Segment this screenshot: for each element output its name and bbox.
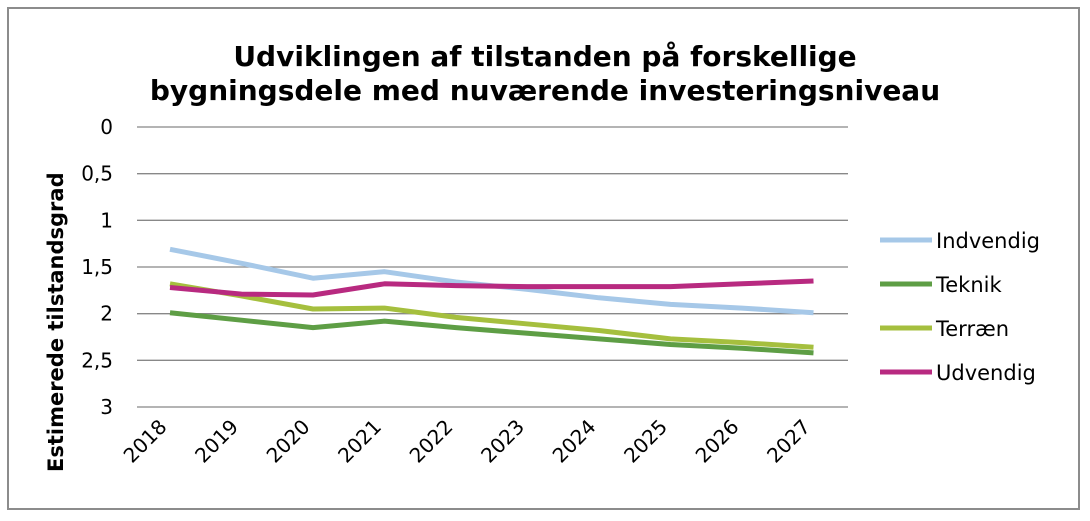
legend: Indvendig Teknik Terræn Udvendig [880, 229, 1040, 385]
series-lines [169, 246, 814, 356]
chart-title-line-2: bygningsdele med nuværende investeringsn… [149, 74, 941, 107]
series-line [169, 281, 814, 350]
y-axis-label: Estimerede tilstandsgrad [44, 172, 68, 472]
y-tick-labels: 0 0,5 1 1,5 2 2,5 3 [81, 115, 113, 419]
x-tick-label: 2021 [333, 415, 386, 468]
x-tick-label: 2018 [119, 415, 172, 468]
y-tick-label: 2 [100, 302, 113, 326]
gridlines [137, 126, 848, 408]
legend-label: Indvendig [936, 229, 1040, 253]
y-tick-label: 1,5 [81, 255, 113, 279]
x-tick-labels: 2018 2019 2020 2021 2022 2023 2024 2025 2026 2027 [119, 415, 815, 468]
x-tick-label: 2025 [619, 415, 672, 468]
y-tick-label: 2,5 [81, 348, 113, 372]
chart-title-line-1: Udviklingen af tilstanden på forskellige [233, 40, 857, 73]
legend-label: Terræn [935, 317, 1009, 341]
x-tick-label: 2022 [405, 415, 458, 468]
y-tick-label: 3 [100, 395, 113, 419]
series-line [169, 278, 814, 298]
x-tick-label: 2020 [262, 415, 315, 468]
series-line [169, 310, 814, 356]
x-tick-label: 2027 [762, 415, 815, 468]
y-tick-label: 1 [100, 208, 113, 232]
y-tick-label: 0,5 [81, 162, 113, 186]
x-tick-label: 2024 [548, 415, 601, 468]
y-tick-label: 0 [100, 115, 113, 139]
chart-frame [7, 7, 1080, 510]
x-tick-label: 2019 [190, 415, 243, 468]
legend-label: Teknik [935, 273, 1002, 297]
legend-label: Udvendig [936, 361, 1036, 385]
x-tick-label: 2023 [476, 415, 529, 468]
chart-title: Udviklingen af tilstanden på forskellige… [0, 40, 1090, 108]
series-line [169, 246, 814, 316]
x-tick-label: 2026 [691, 415, 744, 468]
